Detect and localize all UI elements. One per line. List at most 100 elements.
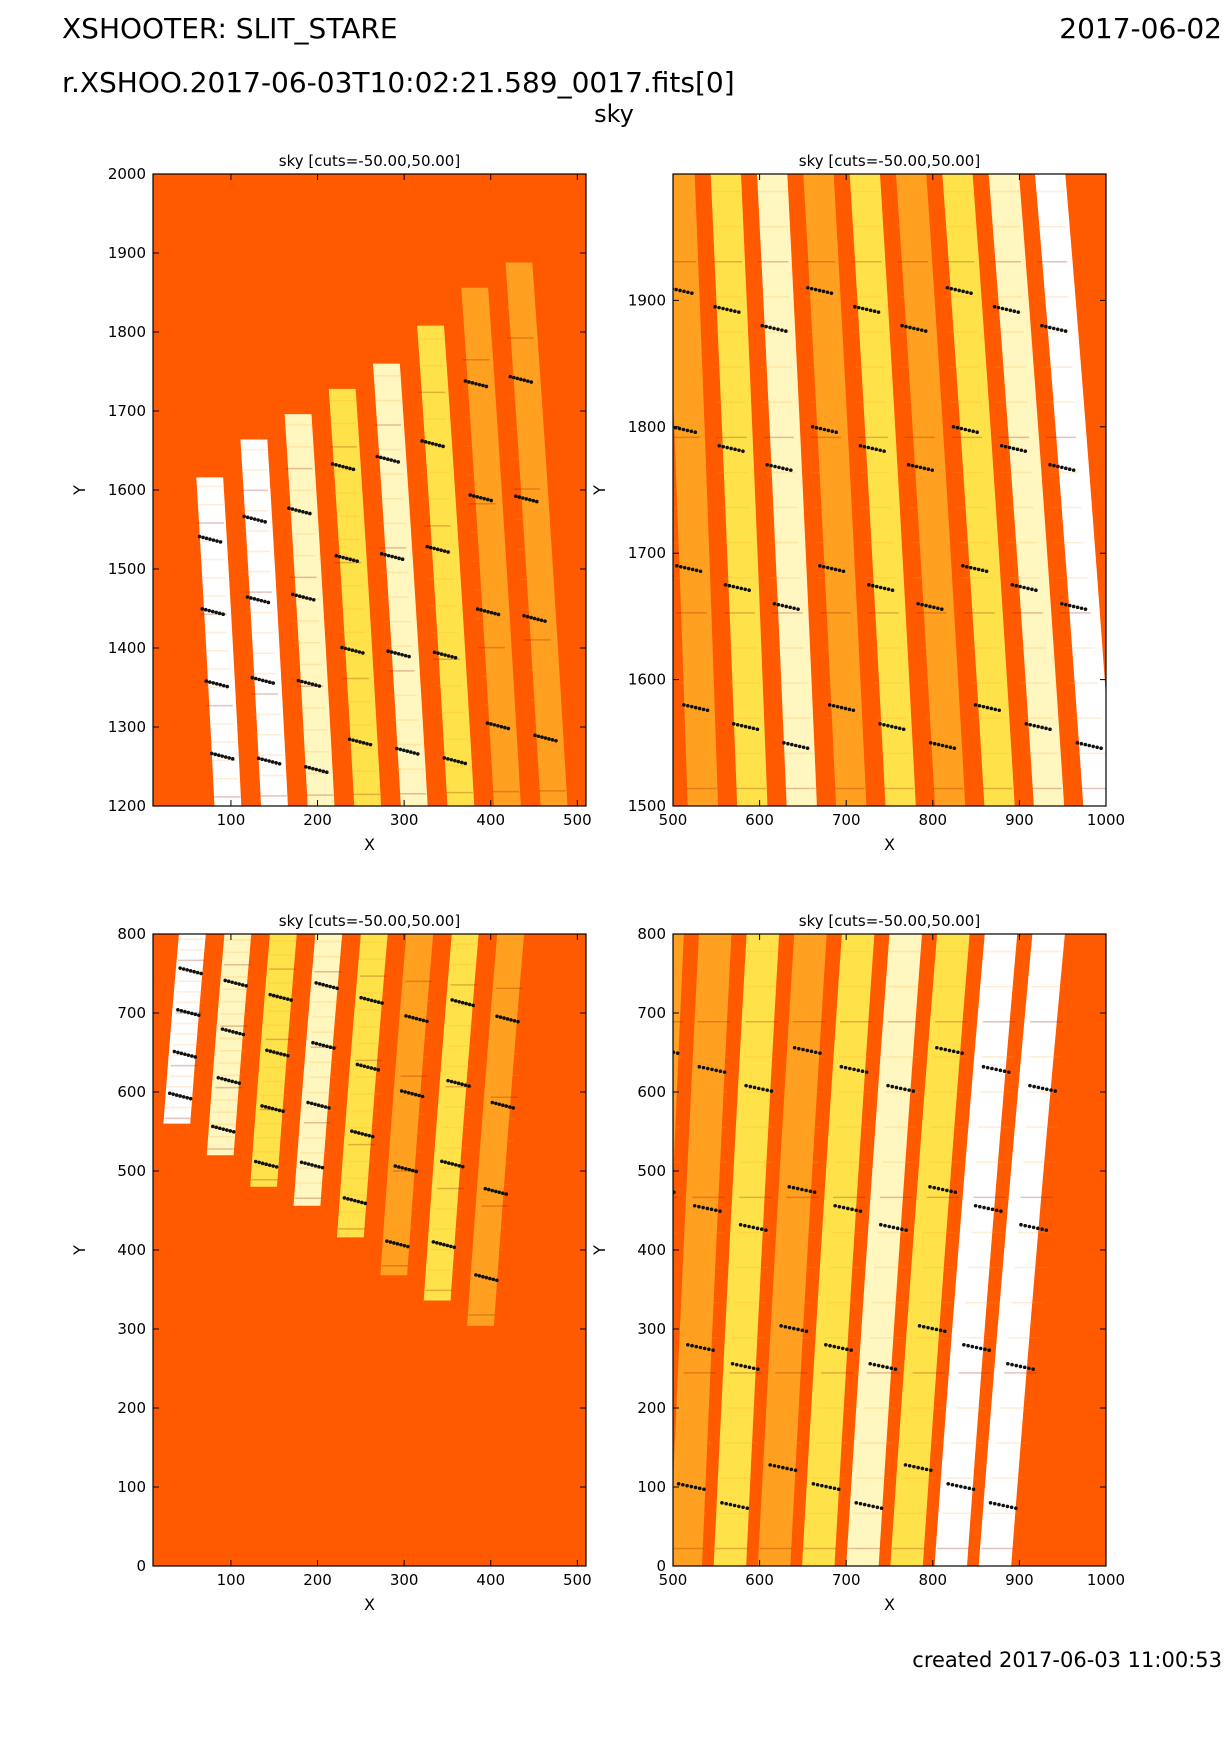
sky-line-dot	[294, 593, 299, 598]
sky-line-dot	[900, 1227, 904, 1232]
sky-line-dot	[711, 1348, 715, 1352]
sky-line-dot	[193, 1012, 198, 1017]
sky-line-dot	[867, 1503, 871, 1508]
sky-line-dot	[317, 684, 322, 688]
sky-line-dot	[373, 1067, 377, 1071]
sky-line-dot	[732, 1503, 737, 1508]
sky-line-dot	[864, 1070, 869, 1074]
sky-line-dot	[217, 611, 222, 616]
sky-line-dot	[651, 1186, 655, 1190]
sky-line-dot	[1007, 445, 1012, 450]
sky-line-dot	[1022, 1365, 1027, 1370]
sky-line-dot	[214, 610, 218, 615]
y-tick-label: 1400	[108, 639, 146, 657]
sky-line-dot	[832, 1486, 837, 1491]
sky-line-dot	[385, 457, 390, 462]
sky-line-dot	[743, 1364, 748, 1369]
sky-line-dot	[818, 564, 822, 568]
sky-line-dot	[835, 704, 840, 709]
y-tick-label: 1800	[628, 418, 666, 436]
sky-line-dot	[493, 611, 497, 616]
sky-line-dot	[789, 468, 793, 472]
sky-line-dot	[263, 520, 267, 524]
x-tick-label: 400	[476, 811, 505, 829]
sky-line-dot	[940, 743, 945, 748]
sky-line-dot	[360, 1200, 364, 1205]
sky-line-dot	[860, 306, 865, 311]
sky-line-dot	[733, 447, 737, 452]
sky-line-dot	[1014, 1506, 1018, 1510]
sky-line-dot	[509, 1018, 513, 1022]
sky-line-dot	[504, 1192, 509, 1196]
sky-line-dot	[832, 1344, 837, 1349]
sky-line-dot	[693, 1485, 698, 1490]
sky-line-dot	[1031, 1367, 1035, 1371]
sky-line-dot	[694, 568, 699, 573]
order-stripe	[206, 934, 252, 1156]
sky-line-dot	[403, 1090, 407, 1094]
sky-line-dot	[724, 1501, 728, 1506]
sky-line-dot	[496, 723, 500, 728]
sky-line-dot	[682, 565, 687, 570]
y-tick-label: 100	[117, 1478, 146, 1496]
sky-line-dot	[689, 1484, 694, 1489]
sky-line-dot	[1036, 1085, 1041, 1090]
sky-line-dot	[878, 585, 883, 590]
sky-line-dot	[800, 1187, 804, 1192]
sky-line-dot	[860, 1069, 865, 1074]
y-tick-label: 1500	[628, 797, 666, 815]
sky-line-dot	[1040, 1227, 1044, 1232]
sky-line-dot	[821, 289, 826, 294]
sky-line-dot	[914, 464, 919, 469]
sky-line-dot	[939, 607, 944, 611]
sky-line-dot	[1087, 743, 1092, 748]
y-tick-label: 1900	[108, 244, 146, 262]
sky-line-dot	[491, 1277, 496, 1282]
sky-line-dot	[825, 565, 830, 570]
sky-line-dot	[252, 517, 257, 521]
sky-line-dot	[449, 1079, 454, 1084]
sky-line-dot	[714, 1068, 718, 1073]
sky-line-dot	[997, 1502, 1001, 1507]
sky-line-dot	[257, 677, 262, 682]
sky-line-dot	[367, 1133, 372, 1138]
sky-line-dot	[176, 1050, 180, 1055]
sky-line-dot	[871, 583, 875, 588]
sky-line-dot	[943, 1329, 947, 1334]
sky-line-dot	[501, 1103, 505, 1107]
sky-line-dot	[446, 1161, 451, 1165]
sky-line-dot	[290, 507, 295, 511]
sky-line-dot	[190, 1011, 194, 1016]
sky-line-dot	[536, 734, 541, 739]
sky-line-dot	[260, 678, 265, 683]
sky-line-dot	[818, 1051, 822, 1055]
sky-line-dot	[769, 463, 773, 468]
sky-line-dot	[199, 971, 203, 976]
sky-line-dot	[550, 738, 555, 742]
sky-line-dot	[876, 310, 881, 314]
sky-line-dot	[337, 554, 342, 559]
sky-line-dot	[751, 1225, 756, 1230]
sky-line-dot	[849, 1348, 853, 1352]
y-axis-label: Y	[70, 485, 89, 496]
sky-line-dot	[1049, 1088, 1053, 1092]
order-stripe	[710, 174, 768, 806]
sky-line-dot	[722, 1070, 727, 1074]
sky-line-dot	[348, 557, 353, 562]
sky-line-dot	[190, 1054, 194, 1058]
sky-line-dot	[524, 497, 529, 501]
sky-line-dot	[926, 467, 931, 472]
sky-line-dot	[809, 1049, 814, 1054]
sky-line-dot	[515, 376, 520, 381]
sky-line-dot	[690, 567, 695, 572]
sky-line-dot	[349, 1197, 354, 1202]
sky-line-dot	[731, 722, 736, 726]
sky-line-dot	[176, 1008, 180, 1012]
sky-line-dot	[735, 722, 740, 727]
y-tick-label: 700	[117, 1004, 146, 1022]
sky-line-dot	[779, 1324, 783, 1328]
sky-line-dot	[318, 1042, 322, 1047]
sky-line-dot	[323, 1105, 328, 1109]
sky-line-dot	[787, 1185, 792, 1189]
sky-line-dot	[989, 706, 994, 711]
